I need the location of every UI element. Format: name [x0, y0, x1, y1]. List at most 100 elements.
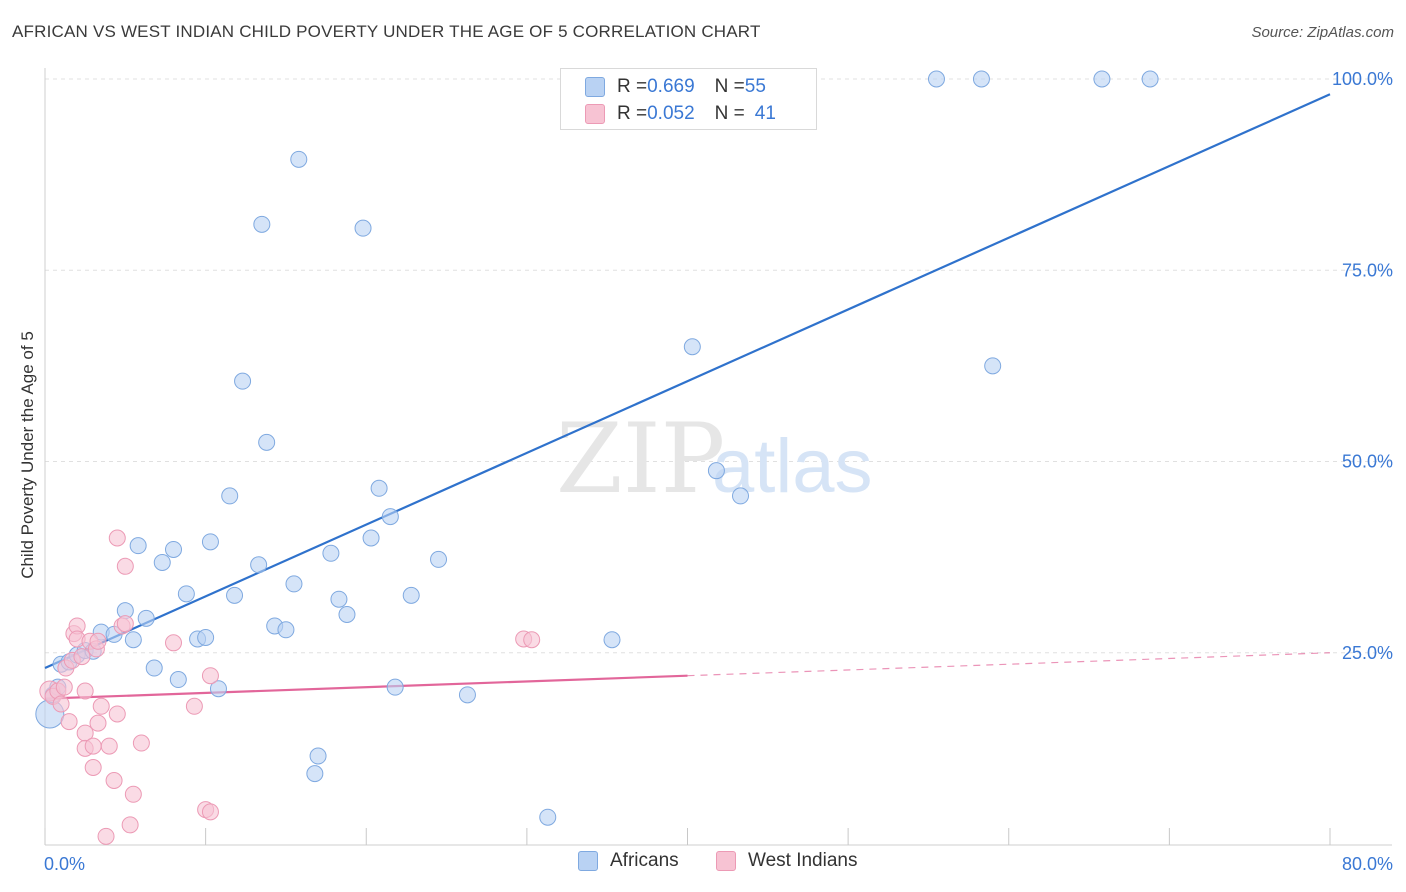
- series-legend: Africans West Indians: [0, 850, 1406, 880]
- west-indian-point: [73, 648, 91, 666]
- african-point: [984, 357, 1002, 375]
- african-point: [285, 575, 303, 593]
- african-point: [732, 487, 750, 505]
- y-tick-label: 100.0%: [1332, 69, 1393, 89]
- gridlines: [45, 78, 1392, 654]
- west-indian-point: [76, 682, 94, 700]
- african-point: [309, 747, 327, 765]
- african-point: [306, 765, 324, 783]
- west-indian-point: [108, 705, 126, 723]
- west-indians-trend-line-projection: [687, 652, 1331, 677]
- west-indian-point: [116, 557, 134, 575]
- legend-label-africans: Africans: [610, 850, 679, 871]
- west-indian-point: [116, 615, 134, 633]
- west-indian-point: [89, 632, 107, 650]
- african-point: [972, 70, 990, 88]
- african-point: [253, 215, 271, 233]
- african-point: [1141, 70, 1159, 88]
- african-point: [402, 586, 420, 604]
- watermark-zip: ZIP: [556, 403, 725, 515]
- west-indian-point: [121, 816, 139, 834]
- legend-label-west-indians: West Indians: [748, 850, 858, 871]
- west-indians-swatch: [716, 851, 736, 871]
- african-point: [338, 606, 356, 623]
- africans-swatch: [585, 77, 605, 97]
- african-point: [362, 529, 380, 547]
- west-indian-point: [132, 734, 150, 752]
- african-point: [145, 659, 163, 677]
- african-point: [430, 550, 448, 568]
- west-indians-swatch: [585, 104, 605, 124]
- west-indian-point: [201, 667, 219, 685]
- legend-r-value: 0.669: [647, 76, 695, 97]
- african-point: [209, 680, 227, 698]
- correlation-legend: R = 0.669 N = 55 R = 0.052 N = 41: [560, 68, 817, 130]
- west-indian-point: [84, 737, 102, 755]
- african-point: [137, 609, 155, 627]
- african-point: [258, 433, 276, 451]
- west-indian-point: [108, 529, 126, 547]
- african-point: [370, 479, 388, 497]
- west-indian-point: [97, 827, 115, 845]
- african-point: [1093, 70, 1111, 88]
- west-indian-point: [89, 714, 107, 732]
- west-indian-point: [60, 713, 78, 731]
- west-indian-point: [201, 803, 219, 821]
- x-tick-label: 0.0%: [44, 854, 85, 874]
- y-tick-label: 50.0%: [1342, 452, 1393, 472]
- legend-r-value: 0.052: [647, 103, 695, 124]
- african-point: [330, 590, 348, 608]
- african-point: [381, 508, 399, 526]
- african-point: [129, 537, 147, 555]
- african-point: [169, 671, 187, 689]
- data-points: [35, 70, 1159, 845]
- legend-n-label: N =: [714, 103, 745, 124]
- legend-n-value: 41: [754, 103, 776, 124]
- african-point: [234, 372, 252, 390]
- y-tick-label: 75.0%: [1342, 260, 1393, 280]
- african-point: [221, 487, 239, 505]
- african-point: [354, 219, 372, 237]
- west-indian-point: [124, 785, 142, 803]
- west-indian-point: [523, 631, 541, 649]
- african-point: [153, 553, 171, 571]
- legend-row-africans: R = 0.669 N = 55: [585, 74, 766, 100]
- african-point: [539, 808, 557, 826]
- x-tick-label: 80.0%: [1342, 854, 1393, 874]
- trend-lines: [44, 93, 1331, 700]
- west-indian-point: [52, 695, 70, 713]
- african-point: [290, 150, 308, 168]
- african-point: [250, 556, 268, 574]
- west-indian-point: [84, 759, 102, 776]
- african-point: [226, 586, 244, 604]
- legend-row-west-indians: R = 0.052 N = 41: [585, 101, 776, 127]
- legend-n-value: 55: [744, 76, 766, 97]
- west-indian-point: [55, 678, 73, 696]
- west-indian-point: [185, 697, 203, 715]
- west-indians-trend-line: [44, 674, 688, 700]
- legend-r-label: R =: [617, 103, 648, 124]
- african-point: [124, 631, 142, 649]
- africans-swatch: [578, 851, 598, 871]
- chart-title: AFRICAN VS WEST INDIAN CHILD POVERTY UND…: [12, 22, 761, 41]
- african-point: [277, 621, 295, 639]
- african-point: [165, 540, 182, 558]
- tick-labels: 25.0% 50.0% 75.0% 100.0% 0.0% 80.0%: [44, 69, 1393, 874]
- west-indian-point: [105, 772, 123, 790]
- african-point: [386, 678, 404, 696]
- y-tick-label: 25.0%: [1342, 643, 1393, 663]
- legend-n-label: N =: [714, 76, 745, 97]
- west-indian-point: [165, 634, 182, 652]
- african-point: [197, 628, 215, 646]
- legend-r-label: R =: [617, 76, 648, 97]
- west-indian-point: [100, 737, 118, 755]
- african-point: [707, 462, 725, 480]
- west-indian-point: [92, 697, 110, 715]
- legend-item-africans[interactable]: Africans: [578, 850, 679, 872]
- legend-item-west-indians[interactable]: West Indians: [716, 850, 857, 872]
- african-point: [177, 585, 195, 603]
- african-point: [458, 686, 476, 704]
- african-point: [322, 544, 340, 562]
- african-point: [201, 533, 219, 551]
